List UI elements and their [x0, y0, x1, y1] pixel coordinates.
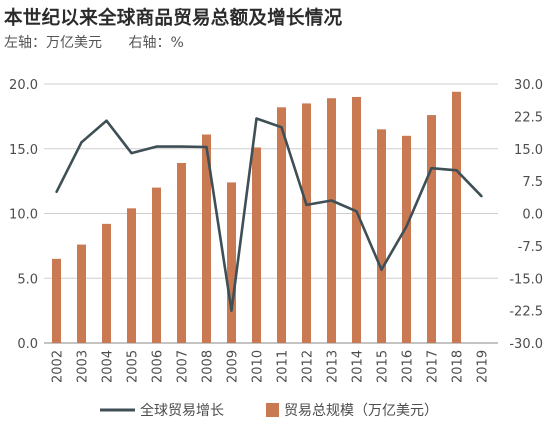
line-series	[55, 117, 483, 312]
bar	[402, 135, 411, 343]
x-axis-tick-label: 2013	[326, 350, 341, 383]
x-axis-tick-label: 2017	[426, 350, 441, 383]
left-axis-unit-note: 左轴：万亿美元	[4, 35, 102, 51]
growth-point	[55, 190, 58, 194]
x-axis-tick-label: 2003	[76, 350, 91, 383]
x-axis-tick-label: 2018	[451, 350, 466, 383]
growth-point	[405, 225, 408, 228]
x-axis-tick-label: 2004	[101, 350, 116, 383]
growth-point	[305, 203, 308, 207]
bar	[452, 91, 461, 344]
left-axis-tick-label: 5.0	[17, 272, 38, 287]
right-axis-tick-label: -15.0	[509, 272, 543, 287]
growth-point	[455, 169, 458, 172]
bar	[152, 187, 161, 343]
growth-point	[155, 145, 158, 148]
bar	[177, 162, 186, 343]
axis-unit-notes: 左轴：万亿美元 右轴：%	[4, 32, 206, 52]
growth-point	[280, 125, 283, 129]
right-axis-ticks: -30.0 -22.5 -15.0 -7.5 0.0 7.5 15.0 22.5 30.0	[509, 78, 543, 352]
x-axis-tick-label: 2007	[176, 350, 191, 383]
growth-point	[80, 141, 83, 144]
growth-point	[205, 145, 208, 149]
bar	[377, 129, 386, 343]
left-axis-tick-label: 0.0	[17, 337, 38, 352]
x-axis-tick-label: 2008	[201, 350, 216, 383]
right-axis-unit-note: 右轴：%	[128, 35, 184, 51]
growth-point	[230, 309, 233, 312]
right-axis-tick-label: 0.0	[522, 208, 543, 223]
right-axis-tick-label: -22.5	[509, 305, 543, 320]
bar	[327, 98, 336, 344]
growth-point	[355, 210, 358, 213]
growth-point	[130, 151, 133, 155]
legend: 全球贸易增长 贸易总规模（万亿美元）	[100, 402, 438, 419]
bar	[52, 258, 61, 343]
bar	[427, 115, 436, 343]
x-axis-tick-label: 2005	[126, 350, 141, 383]
bar	[127, 208, 136, 343]
gridlines	[44, 83, 498, 344]
left-axis-tick-label: 10.0	[9, 208, 38, 223]
bar	[202, 134, 211, 343]
x-axis-tick-label: 2014	[351, 350, 366, 383]
bar	[252, 147, 261, 343]
bar-series	[52, 91, 461, 344]
x-axis-tick-label: 2010	[251, 350, 266, 383]
growth-point	[380, 268, 383, 271]
bar	[227, 182, 236, 343]
x-axis-tick-label: 2015	[376, 350, 391, 383]
x-axis-ticks: 2002 2003 2004 2005 2006 2007 2008 2009 2010 2011…	[51, 350, 491, 383]
growth-point	[255, 117, 258, 120]
legend-bar-swatch	[266, 403, 279, 417]
left-axis-tick-label: 20.0	[9, 78, 38, 93]
right-axis-tick-label: 30.0	[514, 78, 543, 93]
chart-title: 本世纪以来全球商品贸易总额及增长情况	[4, 8, 343, 29]
legend-bar-label: 贸易总规模（万亿美元）	[284, 403, 438, 419]
x-axis-tick-label: 2011	[276, 350, 291, 383]
right-axis-tick-label: -30.0	[509, 337, 543, 352]
legend-line-label: 全球贸易增长	[140, 402, 224, 419]
x-axis-tick-label: 2016	[401, 350, 416, 383]
bar	[277, 107, 286, 343]
left-axis-ticks: 0.0 5.0 10.0 15.0 20.0	[9, 78, 38, 352]
bar	[77, 244, 86, 343]
bar	[102, 223, 111, 343]
right-axis-tick-label: -7.5	[518, 240, 543, 255]
growth-point	[180, 145, 183, 148]
left-axis-tick-label: 15.0	[9, 143, 38, 158]
bar	[352, 96, 361, 343]
growth-point	[430, 166, 433, 170]
growth-point	[480, 195, 483, 198]
right-axis-tick-label: 15.0	[514, 143, 543, 158]
right-axis-tick-label: 7.5	[522, 175, 543, 190]
growth-line	[55, 117, 483, 312]
x-axis-tick-label: 2009	[226, 350, 241, 383]
x-axis-tick-label: 2006	[151, 350, 166, 383]
x-axis-tick-label: 2019	[476, 350, 491, 383]
x-axis-tick-label: 2012	[301, 350, 316, 383]
growth-point	[105, 119, 108, 122]
growth-point	[330, 199, 333, 202]
bar	[302, 103, 311, 343]
x-axis-tick-label: 2002	[51, 350, 66, 383]
right-axis-tick-label: 22.5	[514, 110, 543, 125]
